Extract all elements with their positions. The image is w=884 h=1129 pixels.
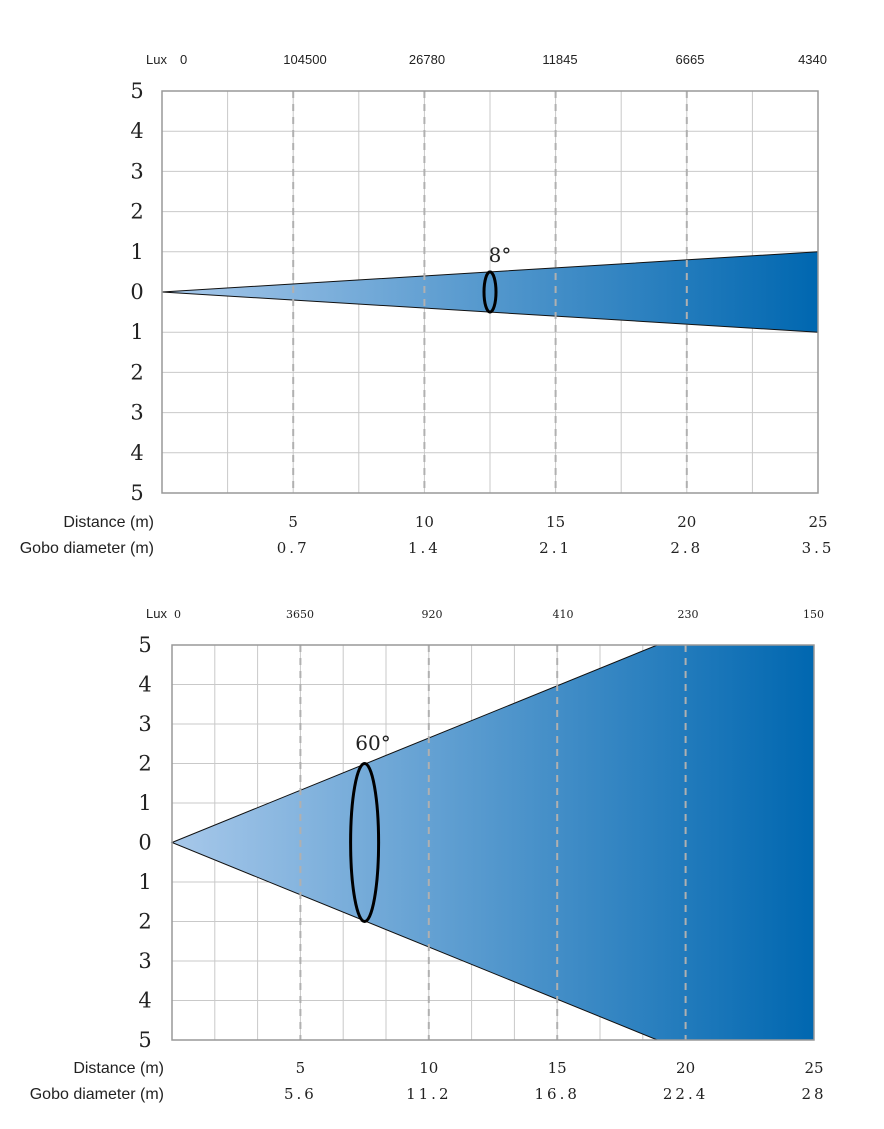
gobo-label: Gobo diameter (m) [20, 540, 154, 557]
y-tick-label: 4 [130, 441, 143, 465]
y-tick-label: 1 [130, 320, 143, 344]
lux-value: 11845 [542, 52, 577, 67]
gobo-ellipse [349, 762, 381, 923]
beam-angle-label: 60° [355, 731, 390, 755]
y-tick-label: 2 [138, 752, 151, 776]
distance-label: Distance (m) [63, 514, 154, 531]
lux-value: 410 [553, 608, 574, 621]
gobo-value: 0.7 [277, 539, 310, 557]
lux-label: Lux [146, 606, 167, 621]
gobo-value: 2.8 [670, 539, 703, 557]
y-tick-label: 0 [130, 280, 143, 304]
y-tick-label: 1 [130, 240, 143, 264]
lux-value: 6665 [676, 52, 705, 67]
y-tick-label: 5 [138, 633, 151, 657]
gobo-label: Gobo diameter (m) [30, 1086, 164, 1103]
plot-frame [171, 644, 815, 1041]
beam-area [170, 644, 815, 1041]
y-tick-label: 5 [138, 1028, 151, 1052]
y-tick-label: 2 [130, 360, 143, 384]
distance-label: Distance (m) [73, 1060, 164, 1077]
lux-value: 150 [803, 608, 824, 621]
distance-value: 5 [296, 1059, 306, 1077]
gobo-ellipse [482, 270, 498, 314]
distance-value: 20 [677, 513, 696, 531]
lux-value: 3650 [286, 608, 314, 621]
y-tick-label: 4 [138, 673, 151, 697]
y-tick-label: 1 [138, 791, 151, 815]
gobo-value: 22.4 [663, 1085, 708, 1103]
gobo-value: 2.1 [539, 539, 572, 557]
distance-value: 20 [676, 1059, 695, 1077]
y-tick-label: 5 [130, 79, 143, 103]
distance-value: 25 [808, 513, 827, 531]
lux-value: 230 [678, 608, 699, 621]
y-tick-label: 3 [130, 159, 143, 183]
y-tick-label: 4 [130, 119, 143, 143]
lux-value: 920 [422, 608, 443, 621]
y-tick-label: 1 [138, 870, 151, 894]
distance-value: 10 [419, 1059, 438, 1077]
lux-label: Lux [146, 52, 167, 67]
gobo-value: 1.4 [408, 539, 441, 557]
lux-value: 26780 [409, 52, 445, 67]
plot-frame [161, 90, 819, 494]
distance-value: 15 [548, 1059, 567, 1077]
gobo-value: 11.2 [406, 1085, 451, 1103]
y-tick-label: 5 [130, 481, 143, 505]
gobo-value: 5.6 [284, 1085, 317, 1103]
gobo-value: 3.5 [802, 539, 835, 557]
y-tick-label: 3 [138, 949, 151, 973]
distance-value: 10 [415, 513, 434, 531]
distance-value: 15 [546, 513, 565, 531]
y-tick-label: 3 [138, 712, 151, 736]
beam-angle-label: 8° [489, 243, 512, 267]
lux-value: 0 [174, 608, 181, 621]
distance-value: 25 [804, 1059, 823, 1077]
lux-value: 0 [180, 52, 187, 67]
y-tick-label: 2 [138, 910, 151, 934]
distance-value: 5 [288, 513, 298, 531]
gobo-value: 28 [801, 1085, 826, 1103]
y-tick-label: 4 [138, 989, 151, 1013]
y-tick-label: 0 [138, 831, 151, 855]
y-tick-label: 2 [130, 200, 143, 224]
gobo-value: 16.8 [534, 1085, 579, 1103]
lux-value: 104500 [283, 52, 326, 67]
y-tick-label: 3 [130, 401, 143, 425]
lux-value: 4340 [798, 52, 827, 67]
